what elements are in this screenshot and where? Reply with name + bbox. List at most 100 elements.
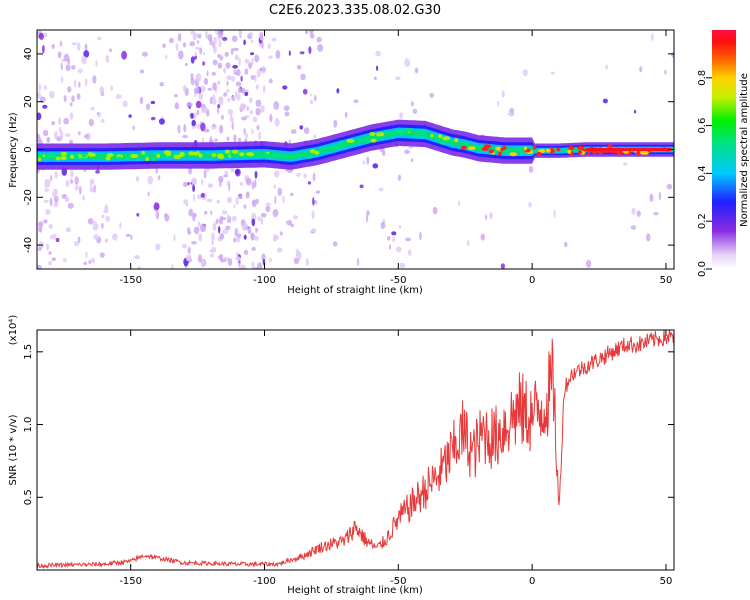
spectrogram-speckle-dot <box>489 212 493 220</box>
spectrogram-speckle-dot <box>336 88 340 94</box>
spectrogram-speckle-dot <box>97 36 102 41</box>
spectrogram-speckle-dot <box>290 129 297 134</box>
spectrogram-speckle-dot <box>215 218 219 225</box>
spectrogram-speckle-dot <box>211 240 214 246</box>
spectrogram-speckle-dot <box>419 231 422 241</box>
spectrogram-speckle-dot <box>366 213 369 223</box>
spectrogram-speckle-dot <box>135 176 140 182</box>
ridge-peak-blob <box>442 136 451 141</box>
spectrogram-speckle-dot <box>59 40 63 47</box>
ridge-peak-blob <box>231 149 239 154</box>
ridge-peak-blob <box>322 145 326 150</box>
spectrogram-speckle-dot <box>192 212 197 218</box>
ridge-peak-blob <box>70 154 75 159</box>
ridge-peak-blob <box>636 151 641 155</box>
spectrogram-speckle-dot <box>497 100 500 107</box>
spectrogram-speckle-dot <box>260 31 263 39</box>
ridge-peak-blob <box>333 147 337 152</box>
spectrogram-speckle-dot <box>268 55 273 59</box>
spectrogram-speckle-dot <box>200 259 206 268</box>
spectrogram-speckle-dot <box>100 118 105 123</box>
spectrogram-speckle-dot <box>63 117 70 125</box>
spectrogram-speckle-dot <box>192 184 196 192</box>
ridge-peak-blob <box>335 145 341 150</box>
spectrogram-speckle-dot <box>226 75 233 80</box>
spectrogram-speckle-dot <box>224 170 229 175</box>
spectrogram-speckle-dot <box>216 199 220 204</box>
spectrogram-speckle-dot <box>134 255 140 260</box>
spectrogram-speckle-dot <box>398 224 402 230</box>
snr-x-tick-label: -50 <box>390 576 406 587</box>
colorbar-tick-label: 0.0 <box>697 261 708 277</box>
spectrogram-speckle-dot <box>269 113 273 123</box>
ridge-peak-blob <box>481 146 489 151</box>
spectrogram-speckle-dot <box>69 102 73 107</box>
spectrogram-speckle-dot <box>273 170 280 178</box>
spectrogram-speckle-dot <box>112 233 118 241</box>
spectrogram-speckle-dot <box>79 185 82 195</box>
spectrogram-speckle-dot <box>272 209 279 218</box>
spectrogram-speckle-dot <box>212 93 216 102</box>
spectrogram-speckle-dot <box>210 210 213 216</box>
spectrogram-speckle-dot <box>203 128 210 133</box>
spectrogram-speckle-dot <box>376 65 379 71</box>
spectrogram-speckle-dot <box>256 262 263 269</box>
spectrogram-speckle-dot <box>564 241 568 248</box>
spectrogram-speckle-dot <box>395 246 402 253</box>
spectrogram-speckle-dot <box>168 37 174 44</box>
ridge-peak-blob <box>532 145 537 150</box>
spectrogram-speckle-dot <box>70 180 74 184</box>
ridge-peak-blob <box>370 138 377 143</box>
spectrogram-speckle-dot <box>404 58 411 68</box>
spectrogram-speckle-dot <box>187 182 190 186</box>
spectrogram-speckle-dot <box>250 52 255 56</box>
spectrogram-speckle-dot <box>62 258 67 263</box>
spectrogram-speckle-dot <box>664 69 667 75</box>
ridge-peak-blob <box>264 153 269 158</box>
ridge-peak-blob <box>616 150 624 155</box>
ridge-peak-blob <box>106 153 114 158</box>
snr-y-label: SNR (10 * v/v) <box>8 414 19 485</box>
spectrogram-speckle-dot <box>189 41 195 47</box>
spectrogram-speckle-dot <box>60 130 64 140</box>
spectrogram-speckle-dot <box>293 215 299 220</box>
spectrogram-speckle-dot <box>209 136 212 142</box>
spectrogram-speckle-dot <box>219 233 225 240</box>
ridge-peak-blob <box>577 150 583 155</box>
spectrogram-speckle-dot <box>313 134 317 138</box>
spectrogram-speckle-dot <box>197 221 201 227</box>
spectrogram-speckle-dot <box>150 100 156 105</box>
spectrogram-speckle-dot <box>553 209 556 218</box>
spectrogram-speckle-dot <box>231 75 236 82</box>
spectrogram-speckle-dot <box>90 106 95 111</box>
snr-y-tick-label: 0.5 <box>23 489 34 505</box>
spectrogram-speckle-dot <box>480 233 485 241</box>
ridge-peak-blob <box>641 150 649 155</box>
spectrogram-speckle-dot <box>359 184 364 189</box>
spectrogram-speckle-dot <box>51 121 56 126</box>
spectrogram-speckle-dot <box>254 74 257 83</box>
spectrogram-speckle-dot <box>234 71 238 75</box>
spectrogram-speckle-dot <box>651 32 654 42</box>
spectrogram-speckle-dot <box>250 75 256 80</box>
spectrogram-speckle-dot <box>288 50 291 56</box>
spectrogram-speckle-dot <box>260 212 267 218</box>
spectrogram-speckle-dot <box>197 34 202 39</box>
spectrogram-speckle-dot <box>310 93 313 97</box>
spectrogram-speckle-dot <box>366 156 370 165</box>
spectrogram-speckle-dot <box>231 215 237 222</box>
spectrogram-speckle-dot <box>284 111 290 117</box>
ridge-peak-blob <box>233 153 239 158</box>
spectrogram-speckle-dot <box>211 71 216 76</box>
spectrogram-speckle-dot <box>55 237 60 243</box>
spectrogram-speckle-dot <box>236 233 242 239</box>
spectrogram-speckle-dot <box>155 243 161 251</box>
spectrogram-speckle-dot <box>50 174 53 182</box>
spectrogram-speckle-dot <box>332 241 338 247</box>
spectrogram-speckle-dot <box>65 64 71 72</box>
spectrogram-speckle-dot <box>312 197 315 206</box>
spectrogram-speckle-dot <box>89 178 95 185</box>
spectrogram-speckle-dot <box>181 243 188 249</box>
spectrogram-speckle-dot <box>204 210 208 215</box>
spectrogram-speckle-dot <box>122 100 128 108</box>
